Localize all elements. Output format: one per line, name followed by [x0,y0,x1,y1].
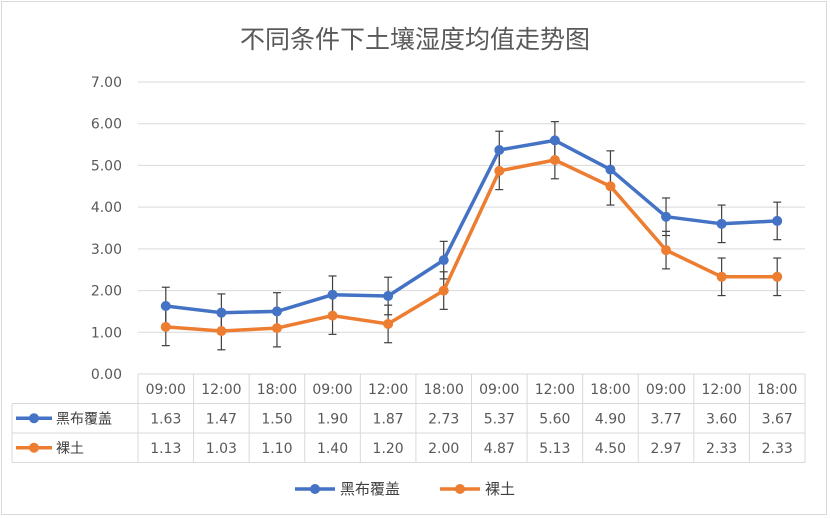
data-point [216,307,227,318]
table-cell-value: 1.03 [206,441,237,457]
x-tick-label: 09:00 [312,382,352,398]
data-point [605,164,616,175]
table-legend-key-marker [29,413,39,424]
table-cell-value: 1.47 [206,411,237,427]
table-cell-value: 4.87 [484,441,515,457]
y-tick-label: 4.00 [91,200,122,216]
data-point [271,306,282,317]
data-point [216,326,227,337]
data-point [271,323,282,334]
table-cell-value: 2.00 [428,441,459,457]
data-point [661,245,672,256]
y-tick-label: 7.00 [91,75,122,91]
data-point [549,135,560,146]
data-point [661,211,672,222]
x-tick-label: 12:00 [201,382,241,398]
data-point [383,318,394,329]
table-cell-value: 3.60 [706,411,737,427]
legend-label: 裸土 [485,480,515,498]
y-tick-label: 0.00 [91,367,122,383]
table-cell-value: 5.37 [484,411,515,427]
legend-key-marker [310,484,320,494]
table-cell-value: 4.90 [595,411,626,427]
data-point [494,165,505,176]
x-tick-label: 18:00 [424,382,464,398]
x-tick-label: 12:00 [368,382,408,398]
x-tick-label: 12:00 [701,382,741,398]
table-cell-value: 1.20 [373,441,404,457]
data-point [327,289,338,300]
table-series-name: 裸土 [56,441,84,457]
table-cell-value: 3.77 [650,411,681,427]
data-point [772,215,783,226]
table-cell-value: 1.90 [317,411,348,427]
data-point [438,255,449,266]
table-cell-value: 2.73 [428,411,459,427]
legend-label: 黑布覆盖 [340,480,400,498]
table-cell-value: 1.13 [150,441,181,457]
table-cell-value: 5.60 [539,411,570,427]
table-cell-value: 4.50 [595,441,626,457]
table-legend-key-marker [29,442,39,453]
table-cell-value: 1.87 [373,411,404,427]
data-point [327,310,338,321]
table-cell-value: 3.67 [762,411,793,427]
x-tick-label: 18:00 [590,382,630,398]
table-cell-value: 2.97 [650,441,681,457]
data-point [716,218,727,229]
x-tick-label: 09:00 [479,382,519,398]
data-point [716,271,727,282]
data-point [160,301,171,312]
data-point [383,290,394,301]
data-point [549,155,560,166]
y-tick-label: 5.00 [91,158,122,174]
table-cell-value: 1.50 [261,411,292,427]
x-tick-label: 12:00 [535,382,575,398]
series-line [164,138,779,315]
table-series-name: 黑布覆盖 [56,411,112,427]
y-tick-label: 1.00 [91,325,122,341]
series-line [164,158,779,333]
x-tick-label: 09:00 [646,382,686,398]
table-cell-value: 1.63 [150,411,181,427]
data-point [160,321,171,332]
table-cell-value: 1.10 [261,441,292,457]
y-tick-label: 3.00 [91,242,122,258]
table-cell-value: 2.33 [706,441,737,457]
x-tick-label: 18:00 [257,382,297,398]
table-cell-value: 1.40 [317,441,348,457]
data-point [438,285,449,296]
data-point [772,271,783,282]
table-cell-value: 5.13 [539,441,570,457]
y-tick-label: 2.00 [91,284,122,300]
legend-key-marker [455,484,465,494]
x-tick-label: 18:00 [757,382,797,398]
table-cell-value: 2.33 [762,441,793,457]
chart-title: 不同条件下土壤湿度均值走势图 [240,25,590,54]
data-point [494,144,505,155]
data-point [605,181,616,192]
y-tick-label: 6.00 [91,117,122,133]
x-tick-label: 09:00 [146,382,186,398]
